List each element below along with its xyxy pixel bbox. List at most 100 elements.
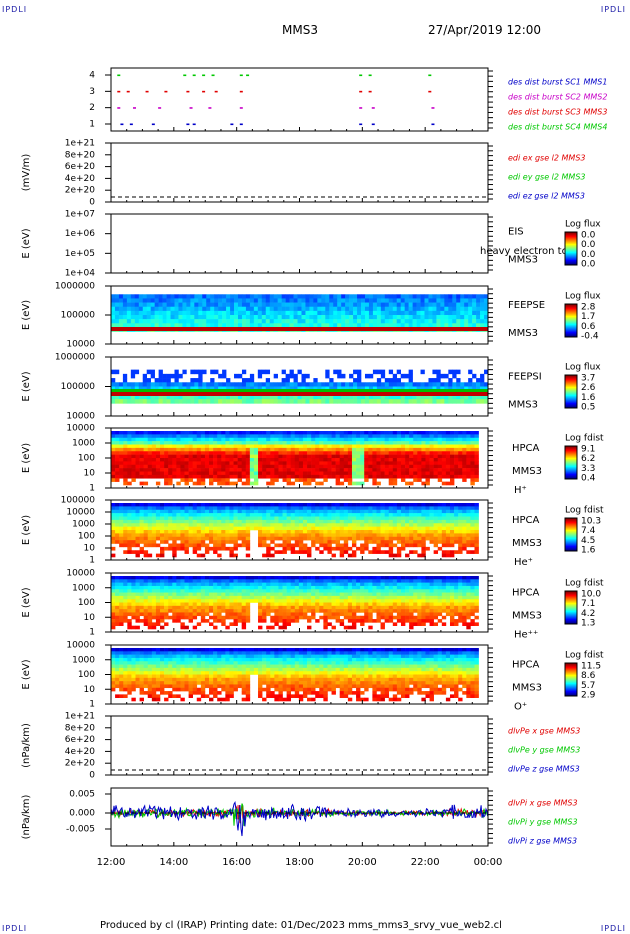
heat-cell xyxy=(404,294,409,299)
heat-cell xyxy=(253,386,259,392)
heat-cell xyxy=(380,509,385,514)
heat-cell xyxy=(186,386,191,392)
heat-cell xyxy=(297,394,302,400)
heat-cell xyxy=(454,536,459,541)
colorbar-cell xyxy=(565,327,577,329)
heat-cell xyxy=(429,434,434,439)
heat-cell xyxy=(192,481,198,486)
heat-cell xyxy=(372,323,378,328)
heat-cell xyxy=(357,306,362,312)
heat-cell xyxy=(364,310,370,316)
heat-cell xyxy=(425,471,430,476)
y-tick-label: 1e+21 xyxy=(65,139,95,149)
heat-cell xyxy=(258,437,263,442)
heat-cell xyxy=(245,458,251,462)
heat-cell xyxy=(327,536,332,541)
heat-cell xyxy=(258,509,263,514)
heat-cell xyxy=(317,386,322,392)
heat-cell xyxy=(437,513,443,517)
heat-cell xyxy=(214,306,219,312)
heat-cell xyxy=(135,458,140,462)
heat-cell xyxy=(155,503,161,507)
heat-cell xyxy=(464,394,469,400)
heat-cell xyxy=(249,319,255,324)
heat-cell xyxy=(323,516,328,521)
heat-cell xyxy=(437,444,443,449)
heat-cell xyxy=(333,394,338,400)
heat-cell xyxy=(290,526,296,531)
heat-cell xyxy=(155,474,161,479)
heat-cell xyxy=(347,474,353,479)
heat-cell xyxy=(218,302,223,308)
panel-frame xyxy=(110,142,489,203)
heat-cell xyxy=(420,394,425,400)
heat-cell xyxy=(286,431,292,435)
heat-cell xyxy=(445,454,451,459)
heat-cell xyxy=(462,454,467,459)
burst-mark xyxy=(126,90,130,93)
heat-cell xyxy=(351,523,357,527)
heat-cell xyxy=(466,441,471,445)
colorbar-cell xyxy=(565,450,577,452)
heat-cell xyxy=(311,441,316,445)
heat-cell xyxy=(372,444,377,449)
heat-cell xyxy=(164,444,169,449)
heat-cell xyxy=(241,294,247,299)
heat-cell xyxy=(347,461,353,466)
heat-cell xyxy=(278,526,283,531)
heat-cell xyxy=(178,399,183,404)
heat-cell xyxy=(176,519,181,524)
heat-cell xyxy=(196,530,202,534)
heat-cell xyxy=(315,540,320,544)
heat-cell xyxy=(257,298,263,303)
heat-cell xyxy=(160,474,165,479)
heat-cell xyxy=(172,536,177,541)
mission-title: MMS3 xyxy=(282,23,318,37)
heat-cell xyxy=(437,519,443,524)
colorbar-cell xyxy=(565,524,577,526)
heat-cell xyxy=(184,464,189,469)
heat-cell xyxy=(302,526,308,531)
heat-cell xyxy=(188,478,193,482)
heat-cell xyxy=(258,471,263,476)
heat-cell xyxy=(162,302,167,308)
heat-cell xyxy=(274,441,279,445)
heat-cell xyxy=(278,536,283,541)
heat-cell xyxy=(433,536,439,541)
heat-cell xyxy=(416,310,421,316)
heat-cell xyxy=(432,302,437,308)
colorbar-cell xyxy=(565,335,577,337)
heat-cell xyxy=(416,302,421,308)
colorbar-cell xyxy=(565,394,577,396)
heat-cell xyxy=(184,523,189,527)
heat-cell xyxy=(421,447,426,452)
heat-cell xyxy=(319,474,324,479)
heat-cell xyxy=(160,503,165,507)
heat-cell xyxy=(262,509,267,514)
heat-cell xyxy=(466,523,471,527)
heat-cell xyxy=(413,444,418,449)
heat-cell xyxy=(364,382,370,387)
heat-cell xyxy=(182,323,187,328)
heat-cell xyxy=(168,543,173,548)
heat-cell xyxy=(130,323,136,328)
heat-cell xyxy=(127,540,132,544)
y-tick-label: 10000 xyxy=(66,340,95,350)
heat-cell xyxy=(323,471,328,476)
heat-cell xyxy=(333,323,338,328)
heat-cell xyxy=(343,519,349,524)
colorbar-cell xyxy=(565,449,577,451)
heat-cell xyxy=(176,536,181,541)
heat-cell xyxy=(360,471,365,476)
heat-cell xyxy=(376,399,382,404)
heat-cell xyxy=(416,298,421,303)
panel-frame xyxy=(110,499,489,561)
heat-cell xyxy=(315,523,320,527)
heat-cell xyxy=(372,468,377,472)
heat-cell xyxy=(139,605,144,610)
heat-cell xyxy=(458,471,463,476)
heat-cell xyxy=(341,394,346,400)
heat-cell xyxy=(200,543,206,548)
heat-cell xyxy=(188,451,193,455)
